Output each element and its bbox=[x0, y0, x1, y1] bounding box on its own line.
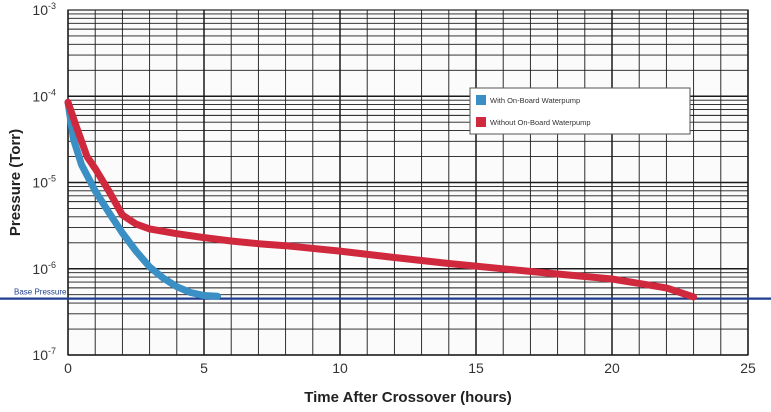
x-tick-label: 10 bbox=[332, 360, 348, 376]
x-tick-label: 15 bbox=[468, 360, 484, 376]
y-tick-label: 10-4 bbox=[32, 87, 56, 104]
legend-label: Without On-Board Waterpump bbox=[490, 118, 591, 127]
annotations: Base Pressure bbox=[0, 288, 771, 300]
legend-label: With On-Board Waterpump bbox=[490, 96, 580, 105]
tick-labels: 0 5 10 15 20 25 10-3 10-4 10-5 10-6 10-7 bbox=[32, 1, 756, 376]
grid bbox=[67, 9, 749, 356]
x-axis-title: Time After Crossover (hours) bbox=[304, 389, 512, 406]
x-tick-label: 25 bbox=[740, 360, 756, 376]
y-axis-title: Pressure (Torr) bbox=[7, 129, 24, 236]
x-tick-label: 20 bbox=[604, 360, 620, 376]
legend-box bbox=[469, 87, 691, 135]
base-pressure-label: Base Pressure bbox=[14, 288, 67, 297]
y-tick-label: 10-3 bbox=[32, 1, 56, 18]
legend-swatch bbox=[476, 95, 486, 105]
x-tick-label: 0 bbox=[64, 360, 72, 376]
y-tick-label: 10-7 bbox=[32, 346, 56, 363]
series-line-1 bbox=[64, 98, 222, 300]
legend-swatch bbox=[476, 117, 486, 127]
y-tick-label: 10-6 bbox=[32, 260, 56, 277]
series-lines bbox=[64, 98, 698, 301]
legend: With On-Board Waterpump Without On-Board … bbox=[469, 87, 691, 135]
y-tick-label: 10-5 bbox=[32, 174, 56, 191]
x-tick-label: 5 bbox=[200, 360, 208, 376]
series-line-2 bbox=[64, 98, 698, 301]
